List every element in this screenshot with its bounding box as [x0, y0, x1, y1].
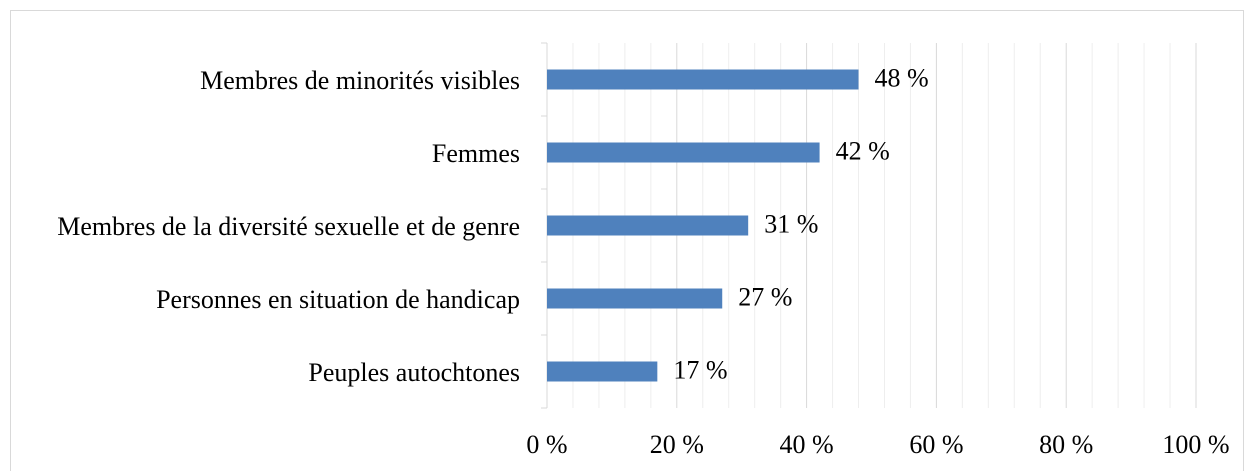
x-tick-label: 80 % — [1039, 430, 1093, 459]
y-tick-label: Femmes — [431, 138, 520, 168]
y-tick-label: Personnes en situation de handicap — [156, 284, 520, 314]
value-label: 27 % — [738, 282, 792, 311]
value-label: 17 % — [673, 355, 727, 384]
bar — [547, 361, 658, 382]
x-tick-label: 0 % — [526, 430, 567, 459]
x-tick-label: 100 % — [1162, 430, 1229, 459]
y-tick-label: Membres de la diversité sexuelle et de g… — [57, 211, 520, 241]
x-tick-label: 20 % — [650, 430, 704, 459]
bar — [547, 288, 723, 309]
chart-border — [10, 10, 1244, 471]
bar — [547, 69, 859, 90]
x-tick-label: 60 % — [909, 430, 963, 459]
value-label: 42 % — [836, 136, 890, 165]
x-tick-label: 40 % — [780, 430, 834, 459]
bar — [547, 215, 749, 236]
value-label: 31 % — [764, 209, 818, 238]
bar — [547, 142, 820, 163]
value-label: 48 % — [875, 63, 929, 92]
y-tick-label: Peuples autochtones — [308, 357, 520, 387]
y-tick-label: Membres de minorités visibles — [200, 65, 520, 95]
